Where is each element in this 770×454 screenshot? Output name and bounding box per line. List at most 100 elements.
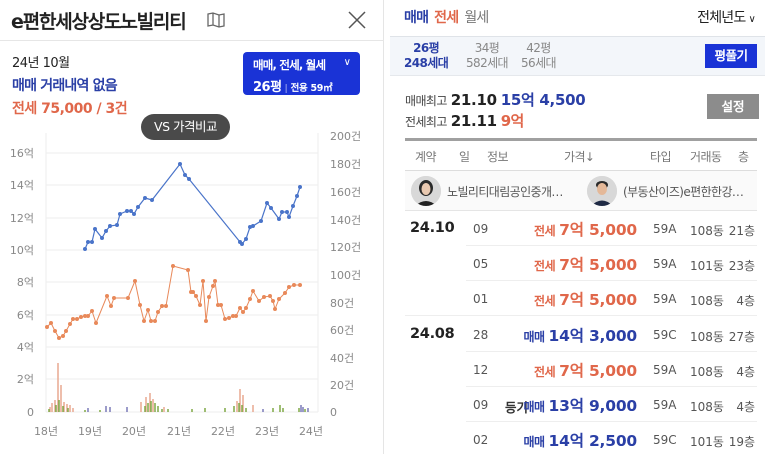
row-price: 매매 13억 9,000 <box>523 394 637 416</box>
close-x-icon[interactable] <box>345 8 369 32</box>
col-floor[interactable]: 층 <box>738 150 749 164</box>
row-kind: 전세 <box>534 294 556 308</box>
row-month: 24.10 <box>410 220 455 236</box>
expand-pyeong-button[interactable]: 평풀기 <box>705 44 757 68</box>
row-day: 28 <box>473 328 489 342</box>
title-bar: e편한세상상도노빌리티 <box>0 0 384 41</box>
row-day: 02 <box>473 433 489 447</box>
table-row[interactable]: 09 등기 매매 13억 9,000 59A 108동 4층 <box>405 387 757 422</box>
row-dong: 101동 <box>690 259 724 273</box>
agent-name: 노빌리티대림공인중개… <box>447 184 563 199</box>
col-day[interactable]: 일 <box>459 150 470 164</box>
year-filter-dropdown[interactable]: 전체년도 ∨ <box>697 7 756 27</box>
y-axis-right: 200건 180건 160건 140건 120건 100건 80건 60건 40… <box>330 130 361 419</box>
right-panel: 매매 전세 월세 전체년도 ∨ 26평 248세대 34평 582세대 42평 56세… <box>385 0 770 454</box>
row-type: 59A <box>653 222 677 236</box>
chart-svg: 16억 14억 12억 10억 8억 6억 4억 2억 0 200건 180건 … <box>10 130 361 438</box>
svg-text:24년: 24년 <box>299 425 323 438</box>
avatar <box>587 176 617 206</box>
year-filter-label: 전체년도 <box>697 10 746 26</box>
col-price-sort[interactable]: 가격↓ <box>564 150 595 164</box>
svg-text:10억: 10억 <box>10 244 34 257</box>
svg-text:12억: 12억 <box>10 212 34 225</box>
row-floor: 21층 <box>728 224 755 238</box>
chevron-down-icon: ∨ <box>748 14 755 25</box>
tab-monthly-rent[interactable]: 월세 <box>464 10 489 26</box>
table-row[interactable]: 01 전세 7억 5,000 59A 108동 4층 <box>405 281 757 316</box>
svg-text:4억: 4억 <box>17 341 34 354</box>
svg-text:22년: 22년 <box>211 425 235 438</box>
col-info[interactable]: 정보 <box>487 150 508 164</box>
deal-type-selector-button[interactable]: 매매, 전세, 월세 ∨ 26평 | 전용 59㎡ <box>243 52 360 95</box>
row-dong: 108동 <box>690 294 724 308</box>
row-day: 09 <box>473 398 489 412</box>
row-floor: 4층 <box>736 400 755 414</box>
size-selector-bar: 26평 248세대 34평 582세대 42평 56세대 평풀기 <box>390 36 765 76</box>
svg-text:180건: 180건 <box>330 158 361 171</box>
row-amount: 7억 5,000 <box>559 362 637 380</box>
vs-compare-button[interactable]: VS 가격비교 <box>141 114 230 140</box>
area-label: 전용 59㎡ <box>290 83 333 94</box>
row-kind: 전세 <box>534 259 556 273</box>
row-amount: 14억 2,500 <box>548 432 638 450</box>
table-row[interactable]: 24.08 28 매매 14억 3,000 59C 108동 27층 <box>405 317 757 352</box>
size-option-26[interactable]: 26평 248세대 <box>404 41 449 71</box>
agent-item[interactable]: 노빌리티대림공인중개… <box>411 176 563 206</box>
svg-text:60건: 60건 <box>330 324 354 337</box>
row-floor: 27층 <box>728 330 755 344</box>
row-amount: 7억 5,000 <box>559 221 637 239</box>
max-sale-label: 매매최고 <box>405 94 447 108</box>
table-row[interactable]: 24.10 09 전세 7억 5,000 59A 108동 21층 <box>405 211 757 246</box>
table-row[interactable]: 02 매매 14억 2,500 59C 101동 19층 <box>405 422 757 454</box>
svg-text:19년: 19년 <box>78 425 102 438</box>
table-row[interactable]: 12 전세 7억 5,000 59A 108동 4층 <box>405 352 757 387</box>
max-jeonse-label: 전세최고 <box>405 115 447 129</box>
svg-text:6억: 6억 <box>17 309 34 322</box>
row-price: 전세 7억 5,000 <box>534 359 637 381</box>
max-jeonse-row: 전세최고 21.11 9억 <box>405 110 524 131</box>
summary-jeonse-status: 전세 75,000 / 3건 <box>12 101 128 117</box>
svg-text:40건: 40건 <box>330 352 354 365</box>
svg-text:2억: 2억 <box>17 373 34 386</box>
size-option-42[interactable]: 42평 56세대 <box>521 41 557 71</box>
row-amount: 7억 5,000 <box>559 256 637 274</box>
row-amount: 14억 3,000 <box>548 327 638 345</box>
settings-button[interactable]: 설정 <box>707 94 759 119</box>
col-dong[interactable]: 거래동 <box>690 150 722 164</box>
volume-bars <box>48 363 309 412</box>
size-option-34[interactable]: 34평 582세대 <box>466 41 509 71</box>
summary-date: 24년 10월 <box>12 56 70 71</box>
svg-text:0: 0 <box>27 406 34 419</box>
col-contract[interactable]: 계약 <box>415 150 436 164</box>
agent-strip: 노빌리티대림공인중개… (부동산이즈)e편한한강… <box>405 171 757 211</box>
map-book-icon[interactable] <box>207 12 225 28</box>
person-avatar-icon <box>411 176 441 206</box>
max-sale-date: 21.10 <box>450 91 497 109</box>
deal-type-label: 매매, 전세, 월세 <box>253 58 326 72</box>
row-type: 59C <box>653 433 677 447</box>
row-dong: 108동 <box>690 224 724 238</box>
row-type: 59C <box>653 328 677 342</box>
y-axis-left: 16억 14억 12억 10억 8억 6억 4억 2억 0 <box>10 147 34 419</box>
max-jeonse-date: 21.11 <box>450 112 497 130</box>
svg-text:18년: 18년 <box>34 425 58 438</box>
row-price: 전세 7억 5,000 <box>534 253 637 275</box>
svg-text:200건: 200건 <box>330 130 361 143</box>
avatar <box>411 176 441 206</box>
row-floor: 19층 <box>728 435 755 449</box>
table-row[interactable]: 05 전세 7억 5,000 59A 101동 23층 <box>405 246 757 281</box>
svg-text:100건: 100건 <box>330 269 361 282</box>
chevron-down-icon: ∨ <box>343 57 351 68</box>
row-type: 59A <box>653 292 677 306</box>
svg-text:20년: 20년 <box>122 425 146 438</box>
row-day: 09 <box>473 222 489 236</box>
tab-jeonse[interactable]: 전세 <box>434 10 459 26</box>
agent-item[interactable]: (부동산이즈)e편한한강… <box>587 176 744 206</box>
row-floor: 4층 <box>736 365 755 379</box>
row-month: 24.08 <box>410 326 455 342</box>
svg-text:0: 0 <box>330 406 337 419</box>
col-type[interactable]: 타입 <box>650 150 671 164</box>
max-sale-price: 15억 4,500 <box>500 91 586 109</box>
price-chart: 16억 14억 12억 10억 8억 6억 4억 2억 0 200건 180건 … <box>0 125 384 454</box>
tab-sale[interactable]: 매매 <box>404 10 429 26</box>
